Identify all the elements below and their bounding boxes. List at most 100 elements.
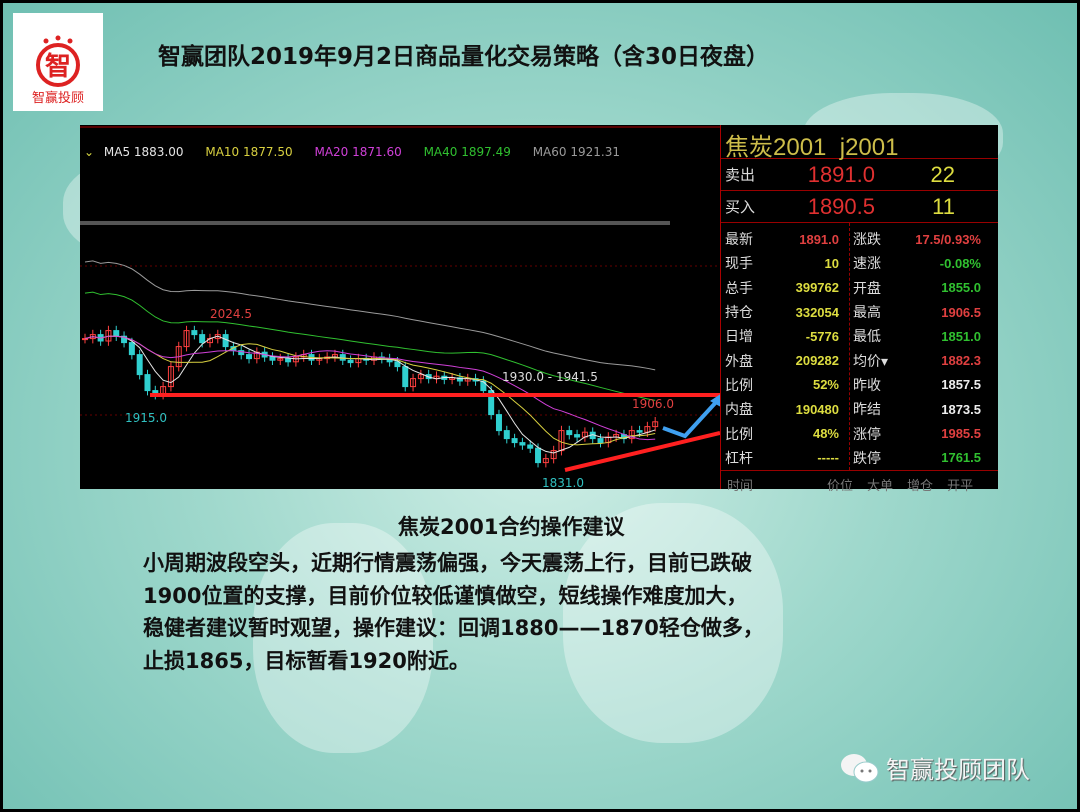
field-label: 昨收 xyxy=(853,376,881,393)
quote-row: 杠杆 ----- 跌停 1761.5 xyxy=(721,446,998,470)
candle xyxy=(191,330,198,336)
quote-row: 现手 10 速涨 -0.08% xyxy=(721,251,998,275)
field-value: -0.08% xyxy=(939,255,981,271)
sell-volume: 22 xyxy=(930,161,955,187)
advice-line: 止损1865，目标暂看1920附近。 xyxy=(143,648,470,673)
field-value: 399762 xyxy=(795,280,839,296)
wechat-icon xyxy=(841,753,879,782)
price-annotation: 1906.0 xyxy=(632,397,674,411)
buy-price: 1890.5 xyxy=(807,193,875,219)
quote-row: 最新 1891.0 涨跌 17.5/0.93% xyxy=(721,227,998,251)
quote-grid: 最新 1891.0 涨跌 17.5/0.93% 现手 10 速涨 -0.08% 总手 399762… xyxy=(721,223,998,470)
ma60-label: MA60 1921.31 xyxy=(532,145,620,159)
field-label: 最新 xyxy=(725,231,753,248)
price-annotation: 1930.0 - 1941.5 xyxy=(502,370,598,384)
wechat-account-name: 智赢投顾团队 xyxy=(886,756,1030,784)
field-value: 17.5/0.93% xyxy=(915,231,981,247)
field-label: 均价▾ xyxy=(853,352,889,369)
advice-text: 小周期波段空头，近期行情震荡偏强，今天震荡上行，目前已跌破 1900位置的支撑，… xyxy=(143,547,943,677)
field-label: 涨停 xyxy=(853,425,881,442)
field-value: 1906.5 xyxy=(941,304,981,320)
candle xyxy=(410,378,417,388)
svg-text:智: 智 xyxy=(45,52,71,82)
ma5-label: MA5 1883.00 xyxy=(103,145,184,159)
field-label: 开盘 xyxy=(853,279,881,296)
field-value: 1761.5 xyxy=(941,450,981,466)
quote-row: 外盘 209282 均价▾ 1882.3 xyxy=(721,348,998,372)
field-label: 持仓 xyxy=(725,304,753,321)
svg-text:智赢投顾: 智赢投顾 xyxy=(32,90,84,106)
candle xyxy=(82,338,88,341)
field-label: 比例 xyxy=(725,425,753,442)
buy-label: 买入 xyxy=(725,199,756,216)
candle xyxy=(488,390,495,416)
logo: 智 智赢投顾 xyxy=(13,13,103,111)
field-value: 190480 xyxy=(795,401,839,417)
ma-line-60 xyxy=(84,260,656,371)
arrow-head xyxy=(710,394,720,407)
contract-header: 焦炭2001 j2001 xyxy=(721,125,998,161)
field-label: 内盘 xyxy=(725,401,753,418)
field-label: 比例 xyxy=(725,376,753,393)
candle xyxy=(480,380,487,392)
ma-legend: ⌄ MA5 1883.00 MA10 1877.50 MA20 1871.60 … xyxy=(80,145,638,159)
field-label: 总手 xyxy=(725,279,753,296)
page-title: 智赢团队2019年9月2日商品量化交易策略（含30日夜盘） xyxy=(158,44,770,70)
candle xyxy=(183,330,190,348)
field-label: 最高 xyxy=(853,304,881,321)
column-header: 时间 xyxy=(727,477,754,493)
wechat-watermark: 智赢投顾团队 xyxy=(840,750,1030,785)
field-value: 1873.5 xyxy=(941,401,981,417)
candle xyxy=(269,356,276,361)
field-label: 涨跌 xyxy=(853,231,881,248)
quote-row: 持仓 332054 最高 1906.5 xyxy=(721,300,998,324)
candle xyxy=(542,458,549,464)
ma10-label: MA10 1877.50 xyxy=(205,145,293,159)
candle xyxy=(511,438,518,444)
candle xyxy=(144,374,151,392)
column-header: 增仓 xyxy=(907,477,934,493)
quote-panel: 焦炭2001 j2001 卖出 1891.0 22 买入 1890.5 11 最新 189… xyxy=(720,125,998,493)
tick-header: 时间 价位 大单 增仓 开平 xyxy=(721,469,998,498)
ma40-label: MA40 1897.49 xyxy=(423,145,511,159)
ma-line-40 xyxy=(84,291,656,401)
field-value: 52% xyxy=(812,377,839,393)
ma-line-20 xyxy=(84,335,656,441)
candle xyxy=(136,354,143,376)
field-label: 外盘 xyxy=(725,352,753,369)
field-value: 209282 xyxy=(795,353,839,369)
candle xyxy=(394,361,401,368)
quote-row: 比例 48% 涨停 1985.5 xyxy=(721,421,998,445)
ma-line-10 xyxy=(84,335,656,446)
candle xyxy=(417,374,424,380)
field-label: 速涨 xyxy=(853,255,881,272)
candle xyxy=(550,450,557,460)
candle xyxy=(292,356,299,363)
support-trendline xyxy=(564,431,720,472)
map-decoration xyxy=(563,503,783,743)
candle xyxy=(652,421,659,428)
section-title: 焦炭2001合约操作建议 xyxy=(398,515,625,539)
candle xyxy=(199,334,206,344)
price-annotation: 1831.0 xyxy=(542,476,584,489)
candle xyxy=(636,430,643,433)
map-decoration xyxy=(253,523,433,753)
column-header: 大单 xyxy=(867,477,894,493)
field-label: 日增 xyxy=(725,328,753,345)
buy-volume: 11 xyxy=(932,193,955,219)
candlestick-chart: 2024.5 1915.0 1930.0 - 1941.5 1906.0 1831.0 … xyxy=(80,125,720,489)
price-annotation: 2024.5 xyxy=(210,307,252,321)
candle xyxy=(566,430,573,436)
candle xyxy=(597,438,604,444)
candle xyxy=(527,444,534,449)
chevron-down-icon[interactable]: ⌄ xyxy=(84,145,95,159)
quote-row: 日增 -5776 最低 1851.0 xyxy=(721,324,998,348)
field-label: 杠杆 xyxy=(725,449,753,466)
candle xyxy=(535,447,542,464)
candle xyxy=(495,414,502,432)
field-value: 1855.0 xyxy=(941,280,981,296)
advice-line: 1900位置的支撑，目前价位较低谨慎做空，短线操作难度加大， xyxy=(143,583,748,608)
price-annotation: 1915.0 xyxy=(125,411,167,425)
field-value: 332054 xyxy=(795,304,839,320)
column-header: 价位 xyxy=(827,477,854,493)
